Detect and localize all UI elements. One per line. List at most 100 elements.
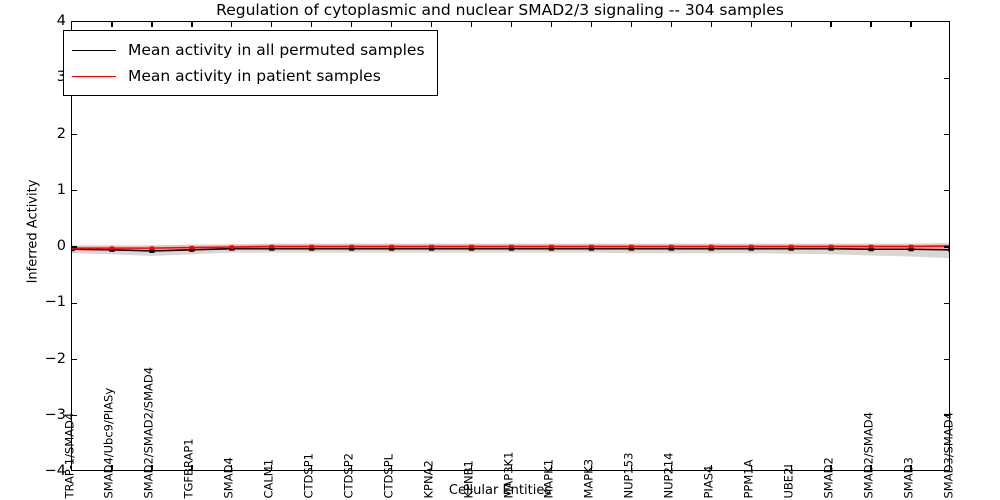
y-tick-mark — [72, 415, 77, 417]
x-tick-mark — [271, 22, 273, 27]
y-tick-label: −2 — [44, 350, 66, 367]
x-tick-mark — [830, 22, 832, 27]
series-marker-patient — [349, 244, 354, 249]
x-tick-mark — [111, 465, 113, 470]
y-tick-label: 2 — [56, 125, 66, 142]
series-marker-permuted — [868, 247, 874, 252]
x-tick-mark — [590, 465, 593, 470]
series-marker-patient — [749, 244, 754, 249]
series-marker-patient — [469, 244, 474, 249]
series-marker-permuted — [708, 246, 714, 251]
series-marker-permuted — [468, 246, 475, 251]
series-marker-permuted — [349, 246, 355, 251]
x-tick-mark — [870, 22, 872, 27]
y-tick-mark — [944, 246, 949, 248]
x-tick-mark — [390, 465, 393, 470]
y-tick-mark — [72, 302, 77, 304]
x-tick-mark — [191, 465, 193, 470]
y-tick-label: −4 — [44, 463, 66, 479]
series-marker-permuted — [788, 246, 794, 251]
y-tick-mark — [72, 190, 77, 192]
x-tick-mark — [271, 465, 273, 470]
series-marker-patient — [229, 245, 235, 249]
series-marker-patient — [669, 244, 674, 249]
x-tick-mark — [870, 465, 872, 470]
y-tick-label: −1 — [44, 294, 66, 311]
x-tick-mark — [111, 22, 113, 27]
x-axis-label: Cellular Entities — [448, 483, 552, 498]
y-tick-label: 3 — [56, 69, 66, 86]
y-tick-label: 0 — [56, 238, 66, 254]
x-tick-mark — [550, 22, 553, 27]
x-tick-mark — [231, 22, 233, 27]
x-tick-mark — [430, 465, 433, 470]
y-tick-mark — [944, 77, 949, 79]
legend-item-patient: Mean activity in patient samples — [72, 63, 425, 89]
series-marker-permuted — [189, 247, 195, 252]
x-tick-mark — [311, 465, 313, 470]
series-marker-patient — [908, 244, 914, 249]
x-tick-mark — [670, 465, 672, 470]
x-tick-mark — [630, 22, 632, 27]
x-tick-mark — [151, 22, 153, 27]
data-series-layer — [72, 243, 949, 259]
y-tick-mark — [944, 133, 949, 136]
y-tick-label: 4 — [56, 13, 66, 29]
x-tick-mark — [470, 465, 473, 470]
series-marker-permuted — [668, 246, 674, 251]
x-tick-mark — [351, 22, 353, 27]
x-tick-mark — [910, 22, 912, 27]
series-marker-permuted — [908, 247, 914, 252]
x-tick-mark — [351, 465, 353, 470]
series-marker-permuted — [628, 246, 634, 251]
x-tick-mark — [830, 465, 832, 470]
x-tick-mark — [750, 22, 752, 27]
x-tick-mark — [750, 465, 752, 470]
legend-swatch-line-red — [72, 75, 116, 77]
series-marker-patient — [589, 244, 594, 249]
y-tick-mark — [944, 190, 949, 192]
x-tick-mark — [670, 22, 672, 27]
series-marker-patient — [269, 244, 274, 249]
x-tick-mark — [910, 465, 912, 470]
series-marker-patient — [788, 244, 794, 249]
series-marker-permuted — [548, 246, 555, 251]
series-marker-permuted — [748, 246, 754, 251]
x-tick-mark — [151, 465, 153, 470]
series-marker-patient — [429, 244, 434, 249]
chart-title: Regulation of cytoplasmic and nuclear SM… — [216, 1, 784, 19]
series-marker-patient — [389, 244, 394, 249]
y-axis-tick-labels: −4 −3 −2 −1 0 1 2 3 4 — [0, 13, 66, 479]
series-marker-permuted — [149, 248, 155, 253]
series-marker-permuted — [389, 246, 395, 251]
y-tick-mark — [72, 133, 77, 136]
series-marker-permuted — [588, 246, 595, 251]
series-marker-patient — [509, 244, 514, 249]
legend-swatch-line-black — [72, 49, 116, 51]
y-tick-mark — [944, 415, 949, 417]
series-marker-permuted — [309, 246, 315, 251]
legend-item-permuted: Mean activity in all permuted samples — [72, 37, 425, 63]
plot-area — [71, 21, 950, 471]
series-marker-patient — [828, 244, 834, 249]
legend-label-permuted: Mean activity in all permuted samples — [128, 41, 425, 59]
x-tick-mark — [550, 465, 553, 470]
y-tick-mark — [944, 358, 949, 361]
x-tick-mark — [790, 465, 792, 470]
x-tick-mark — [590, 22, 593, 27]
x-tick-mark — [231, 465, 233, 470]
x-tick-label: SMAD2/SMAD2/SMAD4 — [141, 366, 156, 498]
x-tick-mark — [311, 22, 313, 27]
series-marker-permuted — [828, 246, 834, 251]
x-tick-mark — [510, 465, 513, 470]
y-tick-label: −3 — [44, 406, 66, 423]
legend-label-patient: Mean activity in patient samples — [128, 67, 381, 85]
x-tick-mark — [510, 22, 513, 27]
y-tick-label: 1 — [56, 181, 66, 198]
x-tick-mark — [710, 22, 712, 27]
x-tick-mark — [430, 22, 433, 27]
x-tick-mark — [470, 22, 473, 27]
y-tick-mark — [72, 358, 77, 361]
series-marker-patient — [629, 244, 634, 249]
